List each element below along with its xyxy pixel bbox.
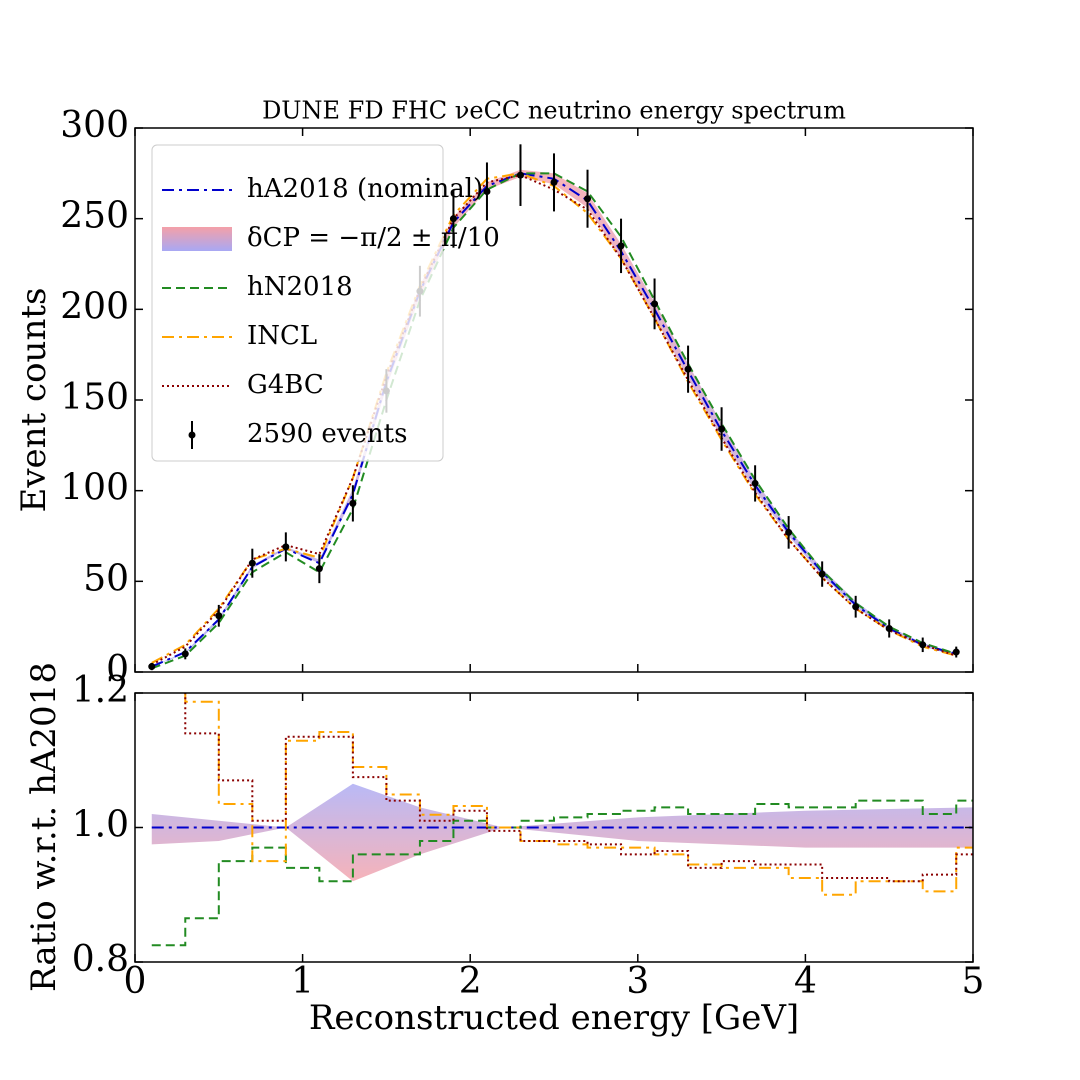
legend-label: INCL [247, 321, 317, 351]
uncertainty-band [151, 169, 957, 667]
data-point [148, 663, 156, 671]
y-tick-label: 50 [83, 558, 129, 599]
data-point [215, 612, 223, 620]
data-point [483, 187, 491, 195]
data-point [516, 171, 524, 179]
y-tick-label: 200 [60, 286, 129, 327]
y-tick-label: 150 [60, 377, 129, 418]
data-point [684, 365, 692, 373]
data-point [751, 479, 759, 487]
y-tick-label: 250 [60, 196, 129, 237]
data-point [952, 648, 960, 656]
data-point [181, 650, 189, 658]
x-tick-label: 3 [626, 961, 649, 1002]
legend-label: G4BC [247, 370, 324, 400]
y-tick-label: 0 [106, 649, 129, 690]
step-line [184, 693, 973, 883]
x-tick-label: 5 [962, 961, 985, 1002]
step-line [151, 799, 973, 947]
x-tick-label: 2 [459, 961, 482, 1002]
y-tick-label: 1.2 [72, 670, 129, 711]
legend-label: 2590 events [247, 419, 407, 449]
data-point [818, 570, 826, 578]
legend-label: hN2018 [247, 272, 353, 302]
y-tick-label: 1.0 [72, 805, 129, 846]
chart-title: DUNE FD FHC νeCC neutrino energy spectru… [262, 97, 846, 125]
data-point [550, 178, 558, 186]
data-point [651, 300, 659, 308]
x-tick-label: 4 [794, 961, 817, 1002]
y-tick-label: 100 [60, 468, 129, 509]
data-point [349, 499, 357, 507]
data-point [919, 641, 927, 649]
y-tick-label: 300 [60, 105, 129, 146]
y-tick-label: 0.8 [72, 939, 129, 980]
x-tick-label: 0 [124, 961, 147, 1002]
legend-swatch [162, 227, 232, 251]
data-point [584, 195, 592, 203]
step-line [184, 693, 973, 896]
data-point [315, 565, 323, 573]
legend-label: hA2018 (nominal) [247, 174, 483, 204]
legend-box [151, 144, 444, 462]
data-point [885, 624, 893, 632]
x-axis-title: Reconstructed energy [GeV] [309, 998, 799, 1038]
y-axis-title: Event counts [14, 288, 54, 513]
y-axis-title: Ratio w.r.t. hA2018 [24, 662, 64, 992]
uncertainty-band [151, 783, 973, 882]
data-point [282, 543, 290, 551]
data-point [852, 603, 860, 611]
plot-area [151, 693, 973, 947]
legend-label: δCP = −π/2 ± π/10 [247, 223, 500, 253]
data-point [785, 528, 793, 536]
data-point [248, 559, 256, 567]
legend-swatch [188, 431, 196, 439]
data-point [617, 242, 625, 250]
data-point [718, 425, 726, 433]
data-point [449, 215, 457, 223]
x-tick-label: 1 [291, 961, 314, 1002]
